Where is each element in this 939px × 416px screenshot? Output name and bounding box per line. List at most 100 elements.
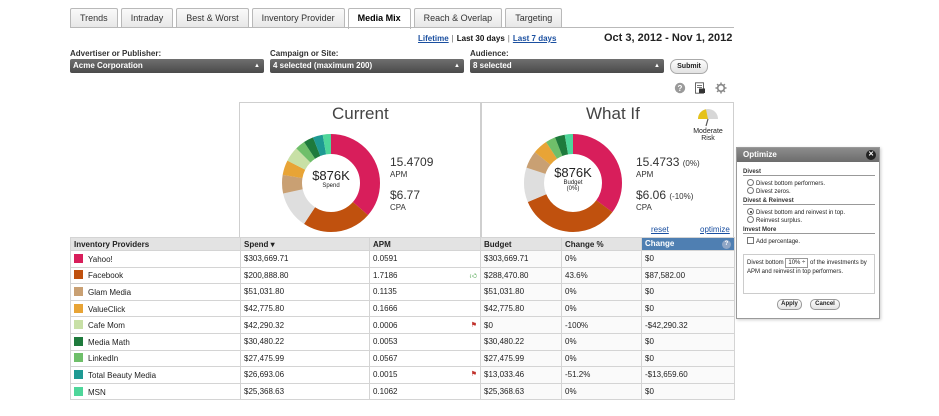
table-row[interactable]: Media Math $30,480.22 0.0053 $30,480.22 0% $0 bbox=[70, 332, 735, 351]
budget-cell[interactable]: $25,368.63 bbox=[480, 382, 562, 401]
whatif-cpa-change: (-10%) bbox=[669, 192, 694, 201]
provider-name: MSN bbox=[88, 387, 106, 397]
audience-select[interactable]: 8 selected ▲ bbox=[470, 59, 664, 73]
apm-cell: 0.1666 bbox=[369, 299, 481, 318]
close-icon[interactable]: ✕ bbox=[866, 150, 876, 160]
table-row[interactable]: Total Beauty Media $26,693.06 0.0015 ⚑ $13,0… bbox=[70, 366, 735, 384]
divest-zeros-option[interactable]: Divest zeros. bbox=[747, 187, 791, 196]
table-row[interactable]: Facebook $200,888.80 1.7186 👍︎ $288,470.80 43… bbox=[70, 266, 735, 285]
change-pct-cell: 0% bbox=[561, 332, 642, 351]
reinvest-surplus-option[interactable]: Reinvest surplus. bbox=[747, 216, 802, 225]
apm-value: 0.1062 bbox=[373, 387, 398, 397]
apm-cell: 0.0006 ⚑ bbox=[369, 316, 481, 334]
table-row[interactable]: Yahoo! $303,669.71 0.0591 $303,669.71 0% $0 bbox=[70, 250, 735, 268]
budget-cell[interactable]: $0 bbox=[480, 316, 562, 334]
dropdown-arrows-icon: ▲ bbox=[454, 63, 460, 69]
budget-cell[interactable]: $13,033.46 bbox=[480, 366, 562, 384]
provider-name: Glam Media bbox=[88, 287, 132, 297]
submit-button[interactable]: Submit bbox=[670, 59, 708, 74]
apm-value: 0.1666 bbox=[373, 304, 398, 314]
whatif-cpa-label: CPA bbox=[636, 203, 652, 212]
apply-button[interactable]: Apply bbox=[777, 299, 802, 310]
provider-name: LinkedIn bbox=[88, 354, 119, 364]
budget-cell[interactable]: $27,475.99 bbox=[480, 349, 562, 368]
tab-inventory-provider[interactable]: Inventory Provider bbox=[251, 8, 345, 28]
col-change-label: Change bbox=[645, 239, 675, 248]
optimize-dialog-title: Optimize bbox=[743, 150, 777, 159]
col-inventory-providers[interactable]: Inventory Providers bbox=[70, 237, 241, 251]
export-icon[interactable] bbox=[694, 82, 706, 94]
budget-cell[interactable]: $42,775.80 bbox=[480, 299, 562, 318]
tab-trends[interactable]: Trends bbox=[70, 8, 118, 28]
add-percentage-option[interactable]: Add percentage. bbox=[747, 237, 800, 246]
help-icon[interactable]: ? bbox=[722, 240, 731, 249]
optimize-link[interactable]: optimize bbox=[700, 225, 730, 234]
date-range-display: Oct 3, 2012 - Nov 1, 2012 bbox=[604, 32, 733, 44]
audience-label: Audience: bbox=[470, 49, 509, 58]
table-row[interactable]: MSN $25,368.63 0.1062 $25,368.63 0% $0 bbox=[70, 382, 735, 401]
col-apm[interactable]: APM bbox=[369, 237, 481, 251]
inventory-table: Inventory Providers Spend ▾ APM Budget C… bbox=[70, 237, 735, 401]
tab-reach-overlap[interactable]: Reach & Overlap bbox=[413, 8, 503, 28]
current-apm-value: 15.4709 bbox=[390, 155, 434, 169]
budget-cell[interactable]: $303,669.71 bbox=[480, 250, 562, 268]
change-cell: $0 bbox=[641, 283, 735, 301]
campaign-value: 4 selected (maximum 200) bbox=[273, 61, 373, 70]
flag-icon: ⚑ bbox=[470, 321, 477, 329]
col-budget[interactable]: Budget bbox=[480, 237, 562, 251]
tab-intraday[interactable]: Intraday bbox=[120, 8, 174, 28]
radio-button-selected[interactable] bbox=[747, 208, 754, 215]
divest-percent-select[interactable]: 10% ÷ bbox=[785, 258, 809, 268]
change-pct-cell: 0% bbox=[561, 283, 642, 301]
help-icon[interactable]: ? bbox=[674, 82, 686, 94]
reset-link[interactable]: reset bbox=[651, 225, 669, 234]
table-row[interactable]: ValueClick $42,775.80 0.1666 $42,775.80 0% $0 bbox=[70, 299, 735, 318]
cancel-button[interactable]: Cancel bbox=[810, 299, 840, 310]
apm-cell: 0.1062 bbox=[369, 382, 481, 401]
last-30-days-link[interactable]: Last 30 days bbox=[456, 34, 505, 43]
current-spend-label: Spend bbox=[322, 183, 340, 189]
spend-cell: $26,693.06 bbox=[240, 366, 370, 384]
current-cpa-label: CPA bbox=[390, 203, 406, 212]
risk-gauge-icon bbox=[698, 109, 718, 127]
checkbox[interactable] bbox=[747, 237, 754, 244]
campaign-select[interactable]: 4 selected (maximum 200) ▲ bbox=[270, 59, 464, 73]
divest-bottom-option[interactable]: Divest bottom performers. bbox=[747, 179, 825, 188]
last-7-days-link[interactable]: Last 7 days bbox=[512, 34, 557, 43]
radio-button[interactable] bbox=[747, 179, 754, 186]
advertiser-select[interactable]: Acme Corporation ▲ bbox=[70, 59, 264, 73]
lifetime-link[interactable]: Lifetime bbox=[418, 34, 449, 43]
change-cell: $0 bbox=[641, 250, 735, 268]
tab-targeting[interactable]: Targeting bbox=[505, 8, 563, 28]
divest-reinvest-option[interactable]: Divest bottom and reinvest in top. bbox=[747, 208, 845, 217]
provider-cell: LinkedIn bbox=[70, 349, 241, 368]
whatif-budget-pct: (0%) bbox=[566, 186, 580, 192]
change-pct-cell: 0% bbox=[561, 382, 642, 401]
col-spend[interactable]: Spend ▾ bbox=[240, 237, 370, 251]
whatif-apm: 15.4733 (0%) bbox=[636, 155, 700, 169]
provider-name: Media Math bbox=[88, 337, 130, 347]
col-change-pct[interactable]: Change % bbox=[561, 237, 642, 251]
color-swatch bbox=[74, 353, 83, 363]
table-row[interactable]: LinkedIn $27,475.99 0.0567 $27,475.99 0% $0 bbox=[70, 349, 735, 368]
tab-media-mix[interactable]: Media Mix bbox=[347, 8, 411, 29]
color-swatch bbox=[74, 303, 83, 313]
tab-best-worst[interactable]: Best & Worst bbox=[176, 8, 249, 28]
current-title: Current bbox=[332, 104, 389, 123]
provider-cell: Facebook bbox=[70, 266, 241, 285]
change-pct-cell: 0% bbox=[561, 250, 642, 268]
budget-cell[interactable]: $30,480.22 bbox=[480, 332, 562, 351]
color-swatch bbox=[74, 270, 83, 280]
radio-button[interactable] bbox=[747, 216, 754, 223]
budget-cell[interactable]: $51,031.80 bbox=[480, 283, 562, 301]
table-row[interactable]: Glam Media $51,031.80 0.1135 $51,031.80 0% $0 bbox=[70, 283, 735, 301]
radio-button[interactable] bbox=[747, 187, 754, 194]
change-pct-cell: 0% bbox=[561, 349, 642, 368]
color-swatch bbox=[74, 369, 83, 379]
settings-gear-icon[interactable] bbox=[715, 82, 727, 94]
table-row[interactable]: Cafe Mom $42,290.32 0.0006 ⚑ $0 -100% -$42,290… bbox=[70, 316, 735, 334]
col-change[interactable]: Change ? bbox=[641, 237, 735, 251]
provider-name: ValueClick bbox=[88, 304, 126, 314]
budget-cell[interactable]: $288,470.80 bbox=[480, 266, 562, 285]
current-donut-chart bbox=[282, 134, 380, 232]
